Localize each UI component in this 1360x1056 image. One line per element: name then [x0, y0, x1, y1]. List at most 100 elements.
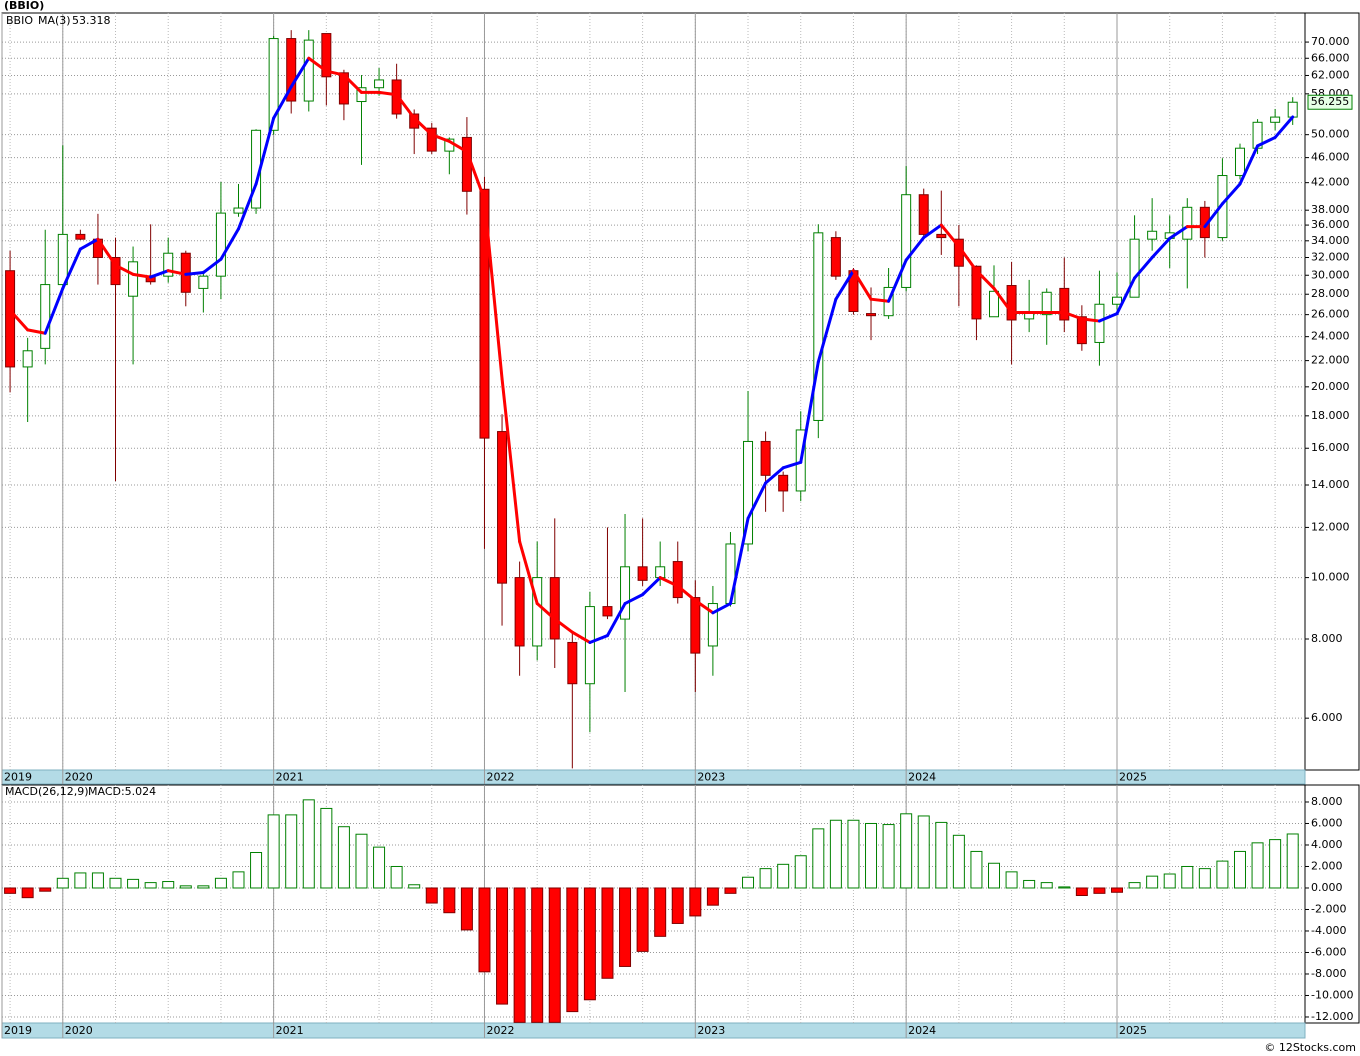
- x-tick-label: 2020: [65, 1024, 93, 1037]
- ma-line: [149, 269, 170, 279]
- candle-body: [321, 33, 332, 78]
- macd-bar: [759, 868, 772, 889]
- macd-bar: [882, 824, 895, 889]
- macd-bar: [636, 887, 649, 952]
- axis-area: [1304, 12, 1360, 771]
- candle-body: [356, 87, 367, 103]
- macd-bar: [232, 871, 245, 889]
- ma-line: [957, 245, 978, 273]
- ma-line: [447, 139, 469, 154]
- macd-bar: [1093, 887, 1106, 894]
- macd-bar: [531, 887, 544, 1023]
- legend-series: MA(3): [38, 14, 71, 27]
- x-tick-label: 2021: [276, 771, 304, 784]
- macd-bar: [952, 834, 965, 889]
- x-tick-label: 2019: [4, 771, 32, 784]
- ma-line: [8, 308, 30, 332]
- ma-line: [711, 602, 732, 615]
- ma-line: [992, 286, 1014, 315]
- macd-bar: [74, 872, 87, 889]
- candle-body: [22, 350, 33, 368]
- y-tick-label: 8.000: [1311, 632, 1343, 645]
- candle-body: [866, 313, 877, 317]
- candle-body: [549, 577, 560, 640]
- y-tick-label: 70.000: [1311, 35, 1350, 48]
- candle-body: [602, 606, 613, 617]
- candle-body: [1217, 175, 1228, 239]
- ma-line: [605, 602, 627, 638]
- ma-line: [570, 630, 592, 644]
- x-tick-label: 2024: [908, 771, 936, 784]
- x-tick-label: 2025: [1119, 1024, 1147, 1037]
- candle-body: [268, 38, 279, 131]
- ma-line: [887, 258, 908, 303]
- ma-line: [728, 516, 750, 606]
- last-price-label: 56.255: [1311, 95, 1350, 108]
- y-tick-label: 28.000: [1311, 287, 1350, 300]
- ma-line: [61, 247, 82, 290]
- ma-line: [184, 271, 205, 276]
- ma-line: [1080, 317, 1101, 323]
- y-tick-label: 14.000: [1311, 478, 1350, 491]
- macd-bar: [162, 881, 175, 889]
- macd-bar: [408, 884, 421, 889]
- macd-bar: [671, 887, 684, 924]
- ma-line: [430, 133, 451, 143]
- macd-bar: [619, 887, 632, 967]
- ma-line: [658, 576, 680, 588]
- ma-line: [1168, 225, 1189, 240]
- y-tick-label: 18.000: [1311, 409, 1350, 422]
- macd-bar: [250, 852, 263, 889]
- ma-line: [289, 56, 311, 89]
- ma-line: [1220, 182, 1242, 206]
- y-tick-label: 6.000: [1311, 816, 1343, 829]
- ma-line: [904, 236, 926, 262]
- y-tick-label: 30.000: [1311, 268, 1350, 281]
- ma-line: [324, 69, 346, 77]
- ma-line: [1273, 115, 1295, 139]
- ma-line: [342, 73, 363, 94]
- macd-bar: [601, 887, 614, 979]
- macd-bar: [214, 877, 227, 889]
- ma-line: [500, 377, 522, 544]
- candle-body: [532, 577, 543, 647]
- macd-bar: [1163, 873, 1176, 889]
- ma-line: [1097, 312, 1119, 323]
- ma-line: [395, 93, 416, 120]
- candle-body: [1147, 230, 1158, 240]
- macd-bar: [654, 887, 667, 937]
- ma-line: [939, 223, 961, 249]
- candle-body: [5, 270, 16, 368]
- y-tick-label: 4.000: [1311, 838, 1343, 851]
- candle-body: [110, 256, 121, 286]
- candle-body: [901, 194, 912, 288]
- legend-indicator: MACD(26,12,9): [5, 785, 89, 798]
- y-tick-label: 24.000: [1311, 330, 1350, 343]
- ma-line: [114, 263, 135, 276]
- macd-bar: [865, 822, 878, 889]
- candle-body: [760, 440, 771, 476]
- y-tick-label: -12.000: [1311, 1010, 1353, 1023]
- ma-line: [412, 116, 434, 137]
- candle-body: [743, 440, 754, 545]
- candle-body: [233, 207, 244, 214]
- macd-bar: [900, 813, 913, 889]
- macd-bar: [109, 877, 122, 889]
- candle-body: [303, 39, 314, 102]
- y-tick-label: 10.000: [1311, 571, 1350, 584]
- ma-line: [201, 257, 223, 275]
- macd-bar: [917, 815, 930, 889]
- macd-bar: [1251, 842, 1264, 889]
- ma-line: [1256, 135, 1277, 148]
- macd-bar: [460, 887, 473, 931]
- x-tick-label: 2021: [276, 1024, 304, 1037]
- macd-bar: [1216, 860, 1229, 889]
- candle-body: [1041, 291, 1052, 316]
- macd-bar: [1286, 833, 1299, 889]
- axis-area: [1304, 784, 1360, 1024]
- macd-bar: [1269, 839, 1282, 889]
- macd-bar: [373, 846, 386, 889]
- y-tick-label: 50.000: [1311, 128, 1350, 141]
- macd-bar: [478, 887, 491, 973]
